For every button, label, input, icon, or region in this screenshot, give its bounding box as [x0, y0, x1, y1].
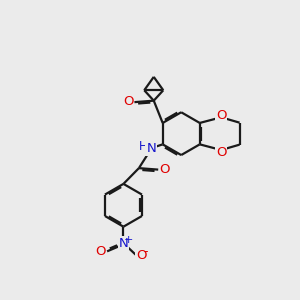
Text: N: N — [118, 237, 128, 250]
Text: -: - — [143, 245, 148, 258]
Text: O: O — [95, 245, 106, 258]
Text: O: O — [216, 146, 226, 159]
Text: O: O — [160, 163, 170, 176]
Text: N: N — [146, 142, 156, 155]
Text: O: O — [216, 109, 226, 122]
Text: O: O — [136, 249, 146, 262]
Text: H: H — [139, 140, 148, 153]
Text: O: O — [123, 95, 134, 108]
Text: +: + — [124, 236, 133, 245]
